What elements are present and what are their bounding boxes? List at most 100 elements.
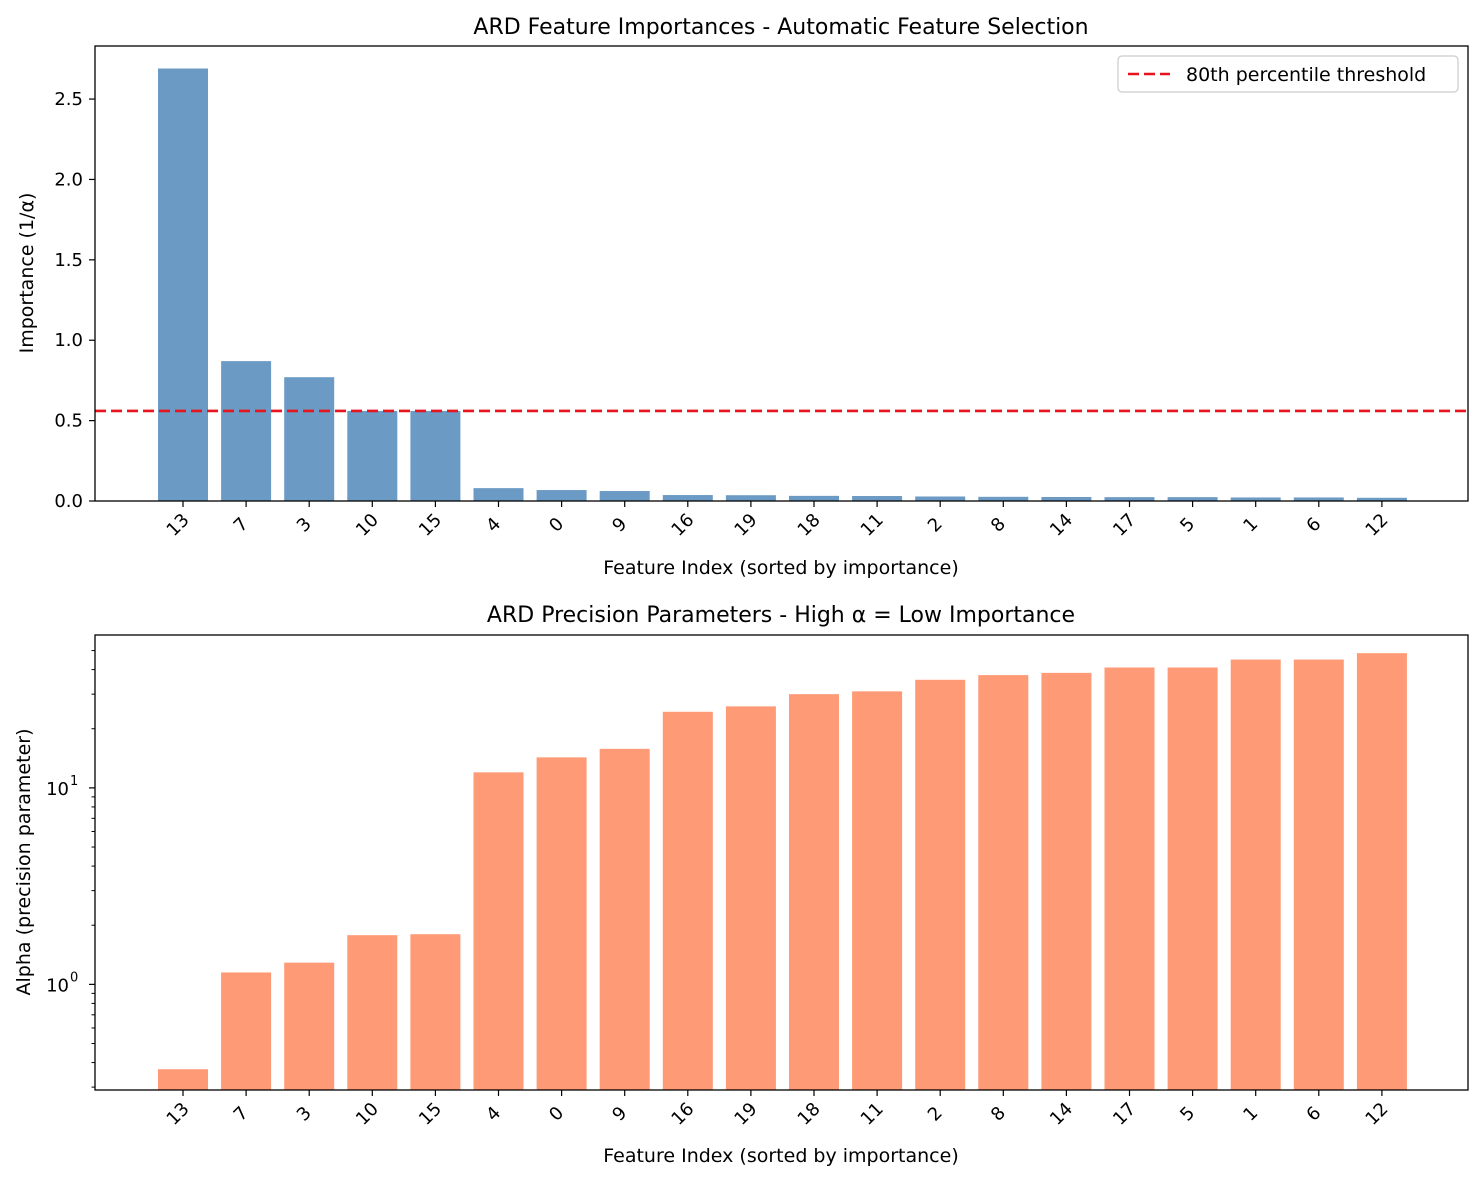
importance-x-tick-label: 0 <box>545 514 568 537</box>
importance-bar-18 <box>789 495 839 501</box>
importance-x-tick-label: 18 <box>794 510 825 541</box>
importance-chart-title: ARD Feature Importances - Automatic Feat… <box>473 15 1088 40</box>
importance-x-tick-label: 5 <box>1176 514 1199 537</box>
importance-x-tick-label: 2 <box>924 514 947 537</box>
alpha-bar-1 <box>1230 659 1281 1090</box>
alpha-bar-9 <box>599 748 650 1090</box>
alpha-bar-12 <box>1356 653 1407 1090</box>
alpha-bar-15 <box>410 934 461 1090</box>
importance-y-tick-label: 0.0 <box>54 491 83 512</box>
alpha-bar-13 <box>158 1069 208 1090</box>
alpha-x-tick-label: 16 <box>667 1099 698 1130</box>
importance-bar-0 <box>536 490 587 501</box>
alpha-bar-11 <box>852 691 903 1090</box>
alpha-x-tick-label: 2 <box>924 1103 947 1126</box>
alpha-bar-17 <box>1104 667 1155 1090</box>
alpha-y-tick-exponent: 1 <box>70 774 78 789</box>
importance-x-tick-label: 16 <box>667 510 698 541</box>
alpha-bar-19 <box>725 706 776 1090</box>
alpha-x-tick-label: 19 <box>730 1099 761 1130</box>
importance-x-tick-label: 11 <box>857 510 888 541</box>
importance-x-tick-label: 3 <box>293 514 316 537</box>
importance-bar-13 <box>158 68 208 501</box>
alpha-bar-16 <box>662 711 713 1090</box>
alpha-x-tick-label: 13 <box>163 1099 194 1130</box>
importance-x-tick-label: 10 <box>352 510 383 541</box>
importance-x-tick-label: 17 <box>1109 510 1140 541</box>
importance-bar-11 <box>852 496 903 501</box>
alpha-y-tick-label: 10 <box>46 779 69 800</box>
alpha-x-tick-label: 11 <box>857 1099 888 1130</box>
importance-legend: 80th percentile threshold <box>1117 55 1459 93</box>
importance-x-tick-label: 13 <box>163 510 194 541</box>
importance-bars <box>158 68 1407 501</box>
alpha-x-tick-label: 17 <box>1109 1099 1140 1130</box>
importance-bar-5 <box>1167 497 1218 501</box>
importance-y-axis-label: Importance (1/α) <box>16 193 38 354</box>
importance-y-tick-label: 1.0 <box>54 330 83 351</box>
alpha-y-tick-label: 10 <box>46 975 69 996</box>
alpha-x-tick-label: 14 <box>1046 1099 1077 1130</box>
importance-bar-3 <box>284 377 335 501</box>
importance-x-tick-label: 12 <box>1361 510 1392 541</box>
alpha-bar-14 <box>1041 672 1092 1090</box>
importance-y-tick-label: 2.5 <box>54 89 83 110</box>
importance-bar-16 <box>662 495 713 501</box>
importance-x-tick-label: 4 <box>482 514 505 537</box>
alpha-y-tick-exponent: 0 <box>70 970 78 985</box>
importance-bar-7 <box>221 361 272 501</box>
alpha-bar-4 <box>473 772 524 1090</box>
importance-bar-9 <box>599 491 650 501</box>
legend-box <box>1117 55 1459 93</box>
alpha-axes-frame <box>94 634 1469 1091</box>
alpha-x-tick-label: 5 <box>1176 1103 1199 1126</box>
legend-threshold-label: 80th percentile threshold <box>1186 64 1426 86</box>
alpha-chart: ARD Precision Parameters - High α = Low … <box>13 603 1469 1167</box>
importance-x-axis-label: Feature Index (sorted by importance) <box>603 557 958 579</box>
importance-y-tick-label: 2.0 <box>54 169 83 190</box>
importance-bar-17 <box>1104 497 1155 501</box>
importance-x-tick-label: 8 <box>987 514 1010 537</box>
alpha-bar-8 <box>978 675 1029 1090</box>
importance-y-ticks: 0.0 0.5 1.0 1.5 2.0 2.5 <box>54 89 95 512</box>
importance-chart: ARD Feature Importances - Automatic Feat… <box>16 15 1469 579</box>
alpha-bar-7 <box>221 972 272 1090</box>
alpha-x-tick-label: 3 <box>293 1103 316 1126</box>
alpha-bar-2 <box>915 679 966 1090</box>
alpha-x-tick-label: 12 <box>1361 1099 1392 1130</box>
importance-bar-2 <box>915 496 966 501</box>
importance-bar-6 <box>1293 497 1344 501</box>
importance-bar-12 <box>1356 497 1407 501</box>
alpha-y-axis-label: Alpha (precision parameter) <box>13 729 35 996</box>
alpha-x-tick-label: 1 <box>1239 1103 1262 1126</box>
alpha-x-tick-label: 6 <box>1302 1103 1325 1126</box>
importance-x-tick-label: 7 <box>230 514 253 537</box>
importance-x-tick-label: 9 <box>608 514 631 537</box>
alpha-x-tick-label: 8 <box>987 1103 1010 1126</box>
importance-bar-14 <box>1041 496 1092 501</box>
importance-x-tick-label: 6 <box>1302 514 1325 537</box>
importance-bar-15 <box>410 410 461 501</box>
alpha-bar-6 <box>1293 659 1344 1090</box>
importance-bar-10 <box>347 410 398 501</box>
importance-bar-4 <box>473 488 524 501</box>
alpha-bar-18 <box>789 694 839 1090</box>
alpha-x-tick-label: 15 <box>415 1099 446 1130</box>
importance-bar-1 <box>1230 497 1281 501</box>
alpha-bar-0 <box>536 757 587 1090</box>
alpha-x-tick-label: 10 <box>352 1099 383 1130</box>
alpha-bar-5 <box>1167 667 1218 1090</box>
alpha-x-tick-label: 0 <box>545 1103 568 1126</box>
alpha-x-tick-label: 18 <box>794 1099 825 1130</box>
alpha-x-tick-label: 4 <box>482 1103 505 1126</box>
importance-x-tick-label: 19 <box>730 510 761 541</box>
alpha-x-ticks: 13 7 3 10 15 4 0 9 16 19 18 11 2 8 14 17 5 1 6 12 <box>163 1090 1393 1130</box>
alpha-chart-title: ARD Precision Parameters - High α = Low … <box>487 603 1075 628</box>
alpha-x-tick-label: 7 <box>230 1103 253 1126</box>
importance-y-tick-label: 1.5 <box>54 250 83 271</box>
alpha-bars <box>158 653 1407 1090</box>
importance-x-tick-label: 1 <box>1239 514 1262 537</box>
importance-x-ticks: 13 7 3 10 15 4 0 9 16 19 18 11 2 8 14 17 5 1 6 12 <box>163 501 1393 541</box>
importance-bar-8 <box>978 496 1029 501</box>
